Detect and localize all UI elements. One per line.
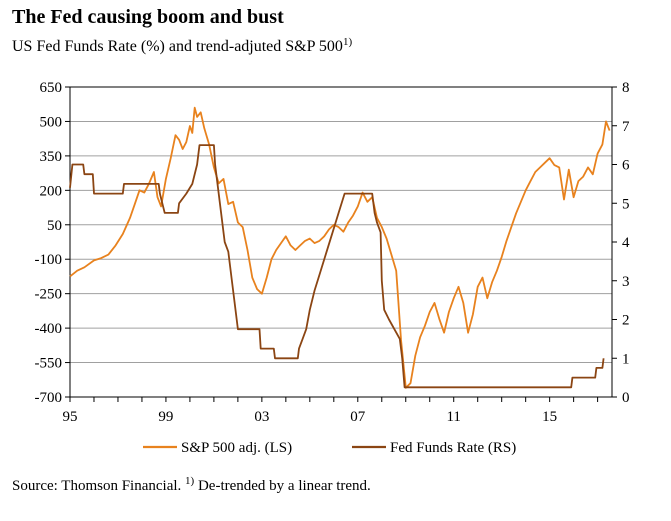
x-tick-label: 11 [446, 409, 460, 425]
source-note: Source: Thomson Financial. 1) De-trended… [12, 475, 371, 495]
x-tick-label: 15 [542, 409, 557, 425]
grid-lines [70, 120, 612, 364]
tick-labels: 650 500 350 200 50 -100 -250 -400 -550 -700 8 7 6 5 4 3… [35, 80, 631, 425]
left-tick-label: 200 [40, 183, 63, 199]
axes [65, 86, 617, 402]
right-tick-label: 0 [622, 390, 630, 406]
legend-label-sp500: S&P 500 adj. (LS) [181, 440, 292, 456]
left-tick-label: -100 [35, 252, 63, 268]
chart-subtitle: US Fed Funds Rate (%) and trend-adjuted … [12, 36, 353, 56]
left-tick-label: 500 [40, 114, 63, 130]
right-tick-label: 4 [622, 235, 630, 251]
series-line-sp500 [69, 106, 611, 389]
subtitle-text: US Fed Funds Rate (%) and trend-adjuted … [12, 38, 343, 55]
left-tick-label: -400 [35, 321, 63, 337]
right-tick-label: 6 [622, 158, 630, 174]
x-tick-label: 99 [158, 409, 173, 425]
right-tick-label: 2 [622, 313, 630, 329]
right-tick-label: 1 [622, 351, 630, 367]
left-tick-label: -250 [35, 287, 63, 303]
left-tick-label: 50 [47, 218, 62, 234]
x-tick-label: 03 [254, 409, 269, 425]
source-prefix: Source: Thomson Financial. [12, 478, 182, 494]
x-tick-label: 07 [350, 409, 366, 425]
chart-title: The Fed causing boom and bust [12, 6, 284, 28]
right-tick-label: 8 [622, 80, 630, 96]
right-tick-label: 7 [622, 119, 630, 135]
right-tick-label: 3 [622, 274, 630, 290]
subtitle-footnote-marker: 1) [342, 36, 353, 48]
series-lines [69, 106, 611, 389]
x-tick-label: 95 [63, 409, 78, 425]
left-tick-label: -550 [35, 356, 63, 372]
source-footnote-marker: 1) [185, 475, 195, 487]
legend-label-fed-funds: Fed Funds Rate (RS) [390, 440, 516, 456]
left-tick-label: 650 [40, 80, 63, 96]
right-tick-label: 5 [622, 196, 630, 212]
source-suffix: De-trended by a linear trend. [197, 478, 371, 494]
legend: S&P 500 adj. (LS) Fed Funds Rate (RS) [143, 440, 516, 456]
series-line-fed-funds [69, 144, 605, 389]
left-tick-label: 350 [40, 149, 63, 165]
left-tick-label: -700 [35, 390, 63, 406]
